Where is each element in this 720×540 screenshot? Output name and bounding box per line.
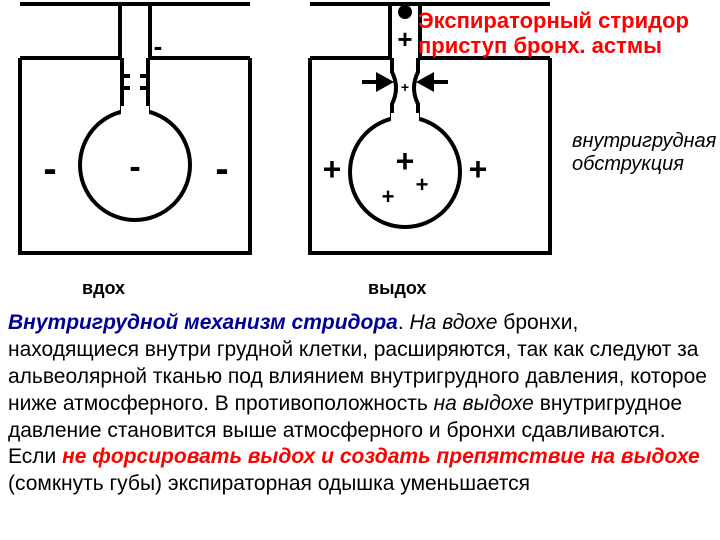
svg-text:+: + — [323, 151, 342, 187]
paragraph-segment: . — [398, 311, 410, 334]
svg-text:-: - — [215, 147, 228, 191]
diagram-canvas: - - - - + + — [0, 0, 720, 540]
paragraph-segment: не форсировать выдох и создать препятств… — [62, 445, 700, 468]
title-red: Экспираторный стридор приступ бронх. аст… — [418, 8, 689, 59]
paragraph: Внутригрудной механизм стридора. На вдох… — [8, 310, 708, 498]
svg-text:+: + — [416, 172, 429, 197]
caption-right: выдох — [368, 278, 426, 299]
svg-text:+: + — [469, 151, 488, 187]
paragraph-segment: На вдохе — [410, 311, 498, 334]
side-label-text: внутригрудная обструкция — [572, 130, 716, 175]
left-panel: - - - - — [20, 6, 250, 253]
paragraph-segment: Внутригрудной механизм стридора — [8, 311, 398, 334]
svg-text:+: + — [382, 184, 395, 209]
svg-text:+: + — [397, 24, 412, 54]
paragraph-segment: на выдохе — [434, 392, 534, 415]
svg-text:-: - — [43, 147, 56, 191]
svg-text:-: - — [154, 31, 163, 61]
caption-left: вдох — [82, 278, 125, 299]
side-label: внутригрудная обструкция — [572, 130, 720, 176]
title-line2: приступ бронх. астмы — [418, 33, 662, 58]
svg-text:+: + — [396, 143, 415, 179]
title-line1: Экспираторный стридор — [418, 8, 689, 33]
svg-text:+: + — [401, 79, 409, 95]
svg-text:-: - — [129, 148, 140, 186]
paragraph-segment: (сомкнуть губы) экспираторная одышка уме… — [8, 472, 530, 495]
